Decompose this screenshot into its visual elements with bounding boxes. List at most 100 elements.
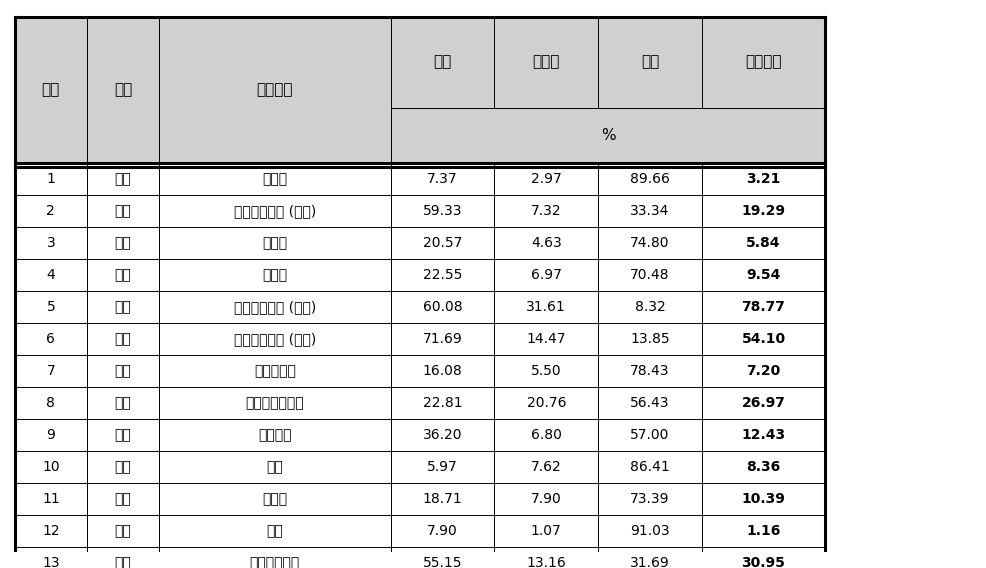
Text: 폐사: 폐사 [266,524,283,538]
Text: 소각재: 소각재 [262,492,287,506]
Bar [390,16,494,108]
Text: 4: 4 [46,268,55,282]
Text: 71.69: 71.69 [422,332,462,346]
Text: 지정: 지정 [114,556,131,568]
Text: 9.54: 9.54 [745,268,780,282]
Text: 지정: 지정 [114,428,131,442]
Text: 건설: 건설 [114,396,131,410]
Text: 3.21: 3.21 [745,172,780,186]
Bar [15,451,824,483]
Text: 19.29: 19.29 [740,204,785,218]
Text: 7.62: 7.62 [530,460,561,474]
Text: 혼합건설폐기물: 혼합건설폐기물 [246,396,304,410]
Text: 2: 2 [46,204,55,218]
Bar [15,291,824,323]
Text: 순번: 순번 [41,82,60,97]
Text: 54.10: 54.10 [740,332,785,346]
Text: 1.07: 1.07 [530,524,561,538]
Text: %: % [600,128,614,143]
Text: 14.47: 14.47 [526,332,566,346]
Bar [15,548,824,568]
Text: 89.66: 89.66 [629,172,669,186]
Bar [15,483,824,515]
Text: 7.90: 7.90 [427,524,458,538]
Text: 13: 13 [42,556,59,568]
Text: 1: 1 [46,172,55,186]
Bar [15,259,824,291]
Text: 4.63: 4.63 [530,236,561,250]
Text: 5.50: 5.50 [530,364,561,378]
Text: 유기성오니류 (폐수): 유기성오니류 (폐수) [234,300,316,314]
Text: 지정: 지정 [114,460,131,474]
Text: 5: 5 [46,300,55,314]
Text: 분진: 분진 [266,460,283,474]
Text: 강열감량: 강열감량 [744,55,781,70]
Text: 36.20: 36.20 [422,428,462,442]
Text: 59.33: 59.33 [422,204,462,218]
Text: 5.97: 5.97 [427,460,458,474]
Text: 광재류: 광재류 [262,172,287,186]
Text: 22.81: 22.81 [422,396,462,410]
Text: 30.95: 30.95 [740,556,785,568]
Text: 배출: 배출 [114,268,131,282]
Text: 6: 6 [46,332,55,346]
Text: 60.08: 60.08 [422,300,462,314]
Bar [15,515,824,548]
Bar [15,16,87,163]
Text: 56.43: 56.43 [629,396,669,410]
Text: 7.32: 7.32 [530,204,561,218]
Text: 3: 3 [46,236,55,250]
Text: 70.48: 70.48 [629,268,669,282]
Bar [15,195,824,227]
Text: 배출: 배출 [114,204,131,218]
Bar [15,323,824,355]
Bar [87,16,159,163]
Text: 78.43: 78.43 [629,364,669,378]
Text: 회분: 회분 [640,55,659,70]
Text: 10: 10 [42,460,59,474]
Text: 연소재: 연소재 [262,268,287,282]
Text: 무기성오니류 (폐수): 무기성오니류 (폐수) [234,204,316,218]
Text: 가연분: 가연분 [532,55,559,70]
Text: 55.15: 55.15 [422,556,462,568]
Text: 9: 9 [46,428,55,442]
Text: 배출: 배출 [114,236,131,250]
Text: 배출: 배출 [114,172,131,186]
Text: 31.69: 31.69 [629,556,669,568]
Text: 7: 7 [46,364,55,378]
Text: 지정: 지정 [114,524,131,538]
Text: 13.16: 13.16 [526,556,566,568]
Text: 22.55: 22.55 [423,268,461,282]
Text: 13.85: 13.85 [629,332,669,346]
Text: 5.84: 5.84 [745,236,780,250]
Text: 7.37: 7.37 [427,172,458,186]
Text: 1.16: 1.16 [745,524,780,538]
Text: 구분: 구분 [113,82,132,97]
Text: 7.20: 7.20 [745,364,780,378]
Text: 31.61: 31.61 [526,300,566,314]
Text: 6.97: 6.97 [530,268,561,282]
Text: 공정오니: 공정오니 [258,428,291,442]
Text: 폐수처리오니: 폐수처리오니 [249,556,300,568]
Bar [598,16,701,108]
Text: 8: 8 [46,396,55,410]
Bar [15,163,824,195]
Text: 86.41: 86.41 [629,460,669,474]
Text: 91.03: 91.03 [629,524,669,538]
Text: 11: 11 [42,492,59,506]
Bar [15,227,824,259]
Text: 57.00: 57.00 [630,428,669,442]
Bar [390,108,824,163]
Bar [159,16,390,163]
Text: 26.97: 26.97 [740,396,785,410]
Text: 건설: 건설 [114,364,131,378]
Text: 16.08: 16.08 [422,364,462,378]
Text: 유기성오니류 (하수): 유기성오니류 (하수) [234,332,316,346]
Text: 10.39: 10.39 [740,492,785,506]
Text: 배출: 배출 [114,332,131,346]
Bar [15,419,824,451]
Bar [494,16,598,108]
Text: 20.76: 20.76 [526,396,566,410]
Text: 지정: 지정 [114,492,131,506]
Text: 소각재: 소각재 [262,236,287,250]
